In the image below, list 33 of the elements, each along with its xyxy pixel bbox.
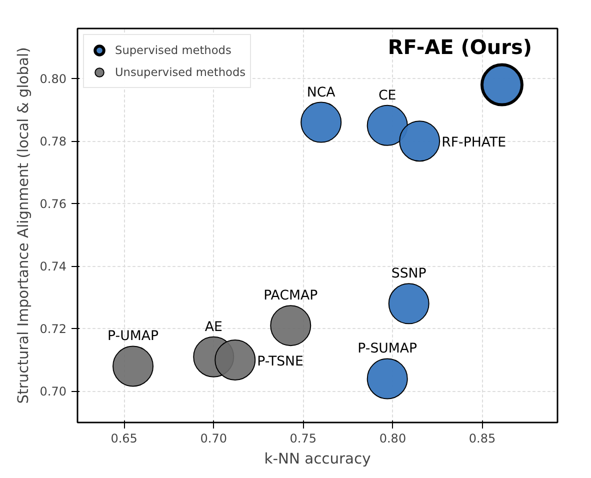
point <box>366 104 408 146</box>
point <box>366 358 408 400</box>
y-tick-label: 0.78 <box>40 134 66 149</box>
y-tick-label: 0.70 <box>40 384 66 399</box>
legend-label: Supervised methods <box>115 43 232 57</box>
y-axis-title: Structural Importance Alignment (local & global) <box>14 47 32 404</box>
annotation: RF-PHATE <box>442 136 506 151</box>
legend-label: Unsupervised methods <box>115 65 246 79</box>
annotation: P-TSNE <box>257 354 304 370</box>
x-tick-label: 0.80 <box>379 432 406 446</box>
annotation: SSNP <box>391 266 426 282</box>
annotation: RF-AE (Ours) <box>388 34 532 59</box>
annotation: NCA <box>306 85 336 100</box>
point <box>112 346 154 387</box>
point <box>270 305 312 346</box>
y-tick-label: 0.74 <box>40 260 66 274</box>
x-tick-label: 0.70 <box>200 432 227 446</box>
x-tick-label: 0.65 <box>110 432 138 446</box>
annotation: PACMAP <box>264 288 318 304</box>
y-tick-label: 0.76 <box>40 197 66 212</box>
x-tick-label: 0.85 <box>468 432 496 446</box>
point <box>388 283 430 324</box>
annotation: AE <box>204 320 222 335</box>
point <box>399 120 440 162</box>
y-tick-label: 0.72 <box>40 322 66 336</box>
x-tick-label: 0.75 <box>290 432 317 446</box>
point <box>214 340 256 380</box>
annotation: P-UMAP <box>108 329 159 344</box>
point <box>300 102 342 143</box>
y-tick-label: 0.80 <box>40 72 66 86</box>
annotation: CE <box>378 88 396 104</box>
annotation: P-SUMAP <box>358 342 418 357</box>
x-axis-title: k-NN accuracy <box>264 450 372 468</box>
